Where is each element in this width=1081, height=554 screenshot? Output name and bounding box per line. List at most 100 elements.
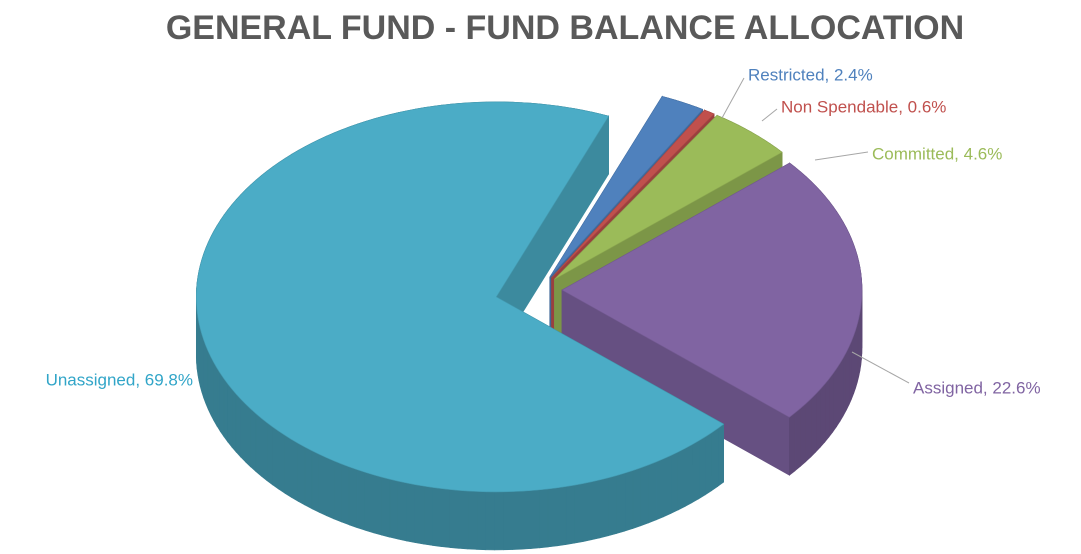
slice-side [845, 346, 850, 411]
slice-side [836, 362, 841, 428]
slice-side [848, 341, 852, 406]
slice-side [389, 478, 399, 540]
slice-side [839, 356, 844, 423]
leader-line [814, 151, 869, 161]
slice-side [624, 470, 634, 532]
slice-side [348, 466, 358, 529]
slice [549, 96, 704, 278]
slice-side [521, 490, 531, 550]
slice [554, 114, 783, 280]
slice-side [284, 434, 292, 498]
slice-side [832, 367, 837, 433]
slice-side [397, 480, 407, 542]
slice-side [800, 402, 807, 467]
slice-side [711, 427, 719, 492]
slice-side [503, 491, 513, 551]
slice-side [476, 491, 487, 551]
slice-side [717, 423, 724, 488]
pie [195, 95, 863, 551]
slice-side [494, 491, 504, 551]
slice-side [291, 438, 299, 502]
slice-side [828, 372, 834, 438]
slice-side [591, 479, 601, 541]
slice-side [326, 457, 335, 520]
slice-side [794, 407, 801, 472]
slice-side [255, 412, 262, 477]
slice-side [250, 408, 257, 473]
slice-side [698, 436, 706, 500]
slice-side [240, 398, 246, 463]
slice-side [851, 335, 854, 400]
slice [551, 109, 715, 279]
slice-side [632, 467, 641, 529]
data-label: Unassigned, 69.8% [46, 370, 193, 389]
labels: Restricted, 2.4% Non Spendable, 0.6% Commi… [46, 65, 1041, 397]
slice-side [810, 393, 817, 458]
slice-side [210, 356, 214, 421]
slice-side [266, 421, 274, 486]
slice-side [565, 484, 575, 545]
slice-side [235, 393, 242, 458]
slice-side [670, 451, 679, 514]
slice-side [245, 403, 251, 468]
slice-side [311, 450, 320, 513]
slice-side [820, 383, 826, 448]
slice-side [227, 382, 233, 448]
slice-side [356, 469, 366, 531]
slice-side [219, 372, 225, 438]
slice-side [364, 471, 374, 534]
slice-side [608, 475, 617, 537]
slice-side [207, 351, 212, 416]
slice-side [304, 446, 313, 510]
slice-side [341, 463, 350, 526]
data-label: Non Spendable, 0.6% [781, 97, 946, 116]
slice-side [203, 339, 207, 404]
slice-side [414, 484, 425, 545]
slice-side [406, 482, 416, 544]
slice-side [574, 483, 584, 544]
slice-side [677, 447, 686, 511]
slice-side [582, 481, 592, 542]
slice-side [842, 352, 847, 417]
data-label: Committed, 4.6% [872, 144, 1002, 163]
leader-line [721, 77, 745, 119]
slice-side [691, 440, 700, 504]
slice-side [318, 453, 327, 517]
slice-side [648, 461, 657, 524]
data-label: Assigned, 22.6% [913, 378, 1041, 397]
slice-side [213, 361, 218, 427]
slice-side [449, 489, 460, 549]
slice-side [815, 388, 821, 453]
slice-side [512, 490, 522, 550]
slice-side [458, 490, 469, 550]
chart-title: GENERAL FUND - FUND BALANCE ALLOCATION [166, 9, 964, 47]
slice-side [655, 458, 664, 521]
slice-side [297, 442, 306, 506]
slice-side [432, 487, 442, 547]
slice-side [467, 490, 478, 550]
slice-side [485, 491, 496, 551]
slice-side [423, 485, 433, 546]
slice-side [278, 430, 286, 494]
slice-side [547, 487, 558, 548]
leader-line [761, 108, 778, 122]
slice-side [704, 432, 712, 496]
data-label: Restricted, 2.4% [748, 65, 873, 84]
slice-side [640, 464, 649, 527]
slice-side [205, 345, 209, 410]
slice-side [663, 454, 672, 518]
leader-line [851, 351, 910, 384]
slice-side [599, 477, 609, 539]
slice [561, 162, 863, 418]
slice-side [824, 378, 830, 443]
slice-side [556, 486, 567, 547]
slice-side [260, 417, 268, 482]
slice-side [805, 398, 812, 463]
slice-side [272, 426, 280, 490]
slice-side [223, 377, 228, 443]
slice-side [231, 388, 237, 453]
slice-side [789, 412, 796, 476]
slice-side [530, 489, 540, 549]
slice-side [381, 476, 391, 538]
